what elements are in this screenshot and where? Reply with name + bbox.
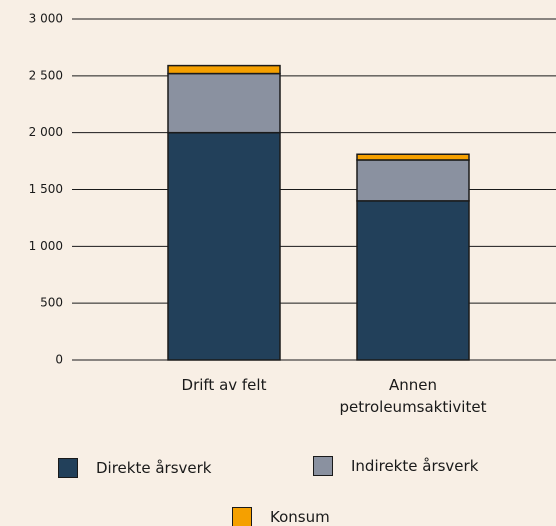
y-tick-label: 3 000 [29, 12, 63, 26]
bar-segment [167, 131, 281, 361]
y-tick-label: 500 [40, 296, 63, 310]
legend-label: Indirekte årsverk [351, 457, 479, 475]
bar-segment [356, 153, 470, 161]
bar-segment [356, 200, 470, 361]
x-tick-label: Drift av felt [181, 376, 267, 394]
legend-label: Direkte årsverk [96, 459, 212, 477]
bar-segment [167, 64, 281, 75]
y-tick-label: 2 500 [29, 68, 63, 82]
bar-segment [167, 72, 281, 134]
legend-item: Direkte årsverk [58, 458, 211, 478]
y-tick-label: 0 [55, 353, 63, 367]
legend-swatch [313, 456, 333, 476]
legend-label: Konsum [270, 508, 330, 526]
y-tick-label: 2 000 [29, 125, 63, 139]
legend-swatch [58, 458, 78, 478]
legend-item: Indirekte årsverk [313, 456, 478, 476]
legend-swatch [232, 507, 252, 526]
bar-segment [356, 159, 470, 202]
x-tick-label: Annen petroleumsaktivitet [339, 376, 487, 416]
y-tick-label: 1 500 [29, 182, 63, 196]
y-tick-label: 1 000 [29, 239, 63, 253]
legend-item: Konsum [232, 507, 330, 526]
